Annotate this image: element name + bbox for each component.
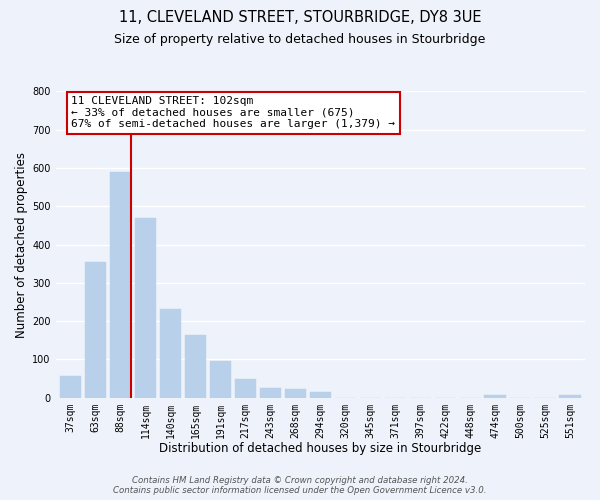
Bar [185, 336, 206, 398]
Bar [85, 262, 106, 398]
Bar [135, 218, 156, 398]
Bar [235, 380, 256, 398]
Bar [559, 394, 581, 398]
Text: Size of property relative to detached houses in Stourbridge: Size of property relative to detached ho… [115, 32, 485, 46]
Bar [210, 362, 231, 398]
Text: 11, CLEVELAND STREET, STOURBRIDGE, DY8 3UE: 11, CLEVELAND STREET, STOURBRIDGE, DY8 3… [119, 10, 481, 25]
Text: 11 CLEVELAND STREET: 102sqm
← 33% of detached houses are smaller (675)
67% of se: 11 CLEVELAND STREET: 102sqm ← 33% of det… [71, 96, 395, 130]
X-axis label: Distribution of detached houses by size in Stourbridge: Distribution of detached houses by size … [159, 442, 481, 455]
Bar [110, 172, 131, 398]
Bar [60, 376, 81, 398]
Bar [310, 392, 331, 398]
Bar [484, 394, 506, 398]
Bar [260, 388, 281, 398]
Text: Contains HM Land Registry data © Crown copyright and database right 2024.
Contai: Contains HM Land Registry data © Crown c… [113, 476, 487, 495]
Bar [284, 390, 306, 398]
Y-axis label: Number of detached properties: Number of detached properties [15, 152, 28, 338]
Bar [160, 309, 181, 398]
